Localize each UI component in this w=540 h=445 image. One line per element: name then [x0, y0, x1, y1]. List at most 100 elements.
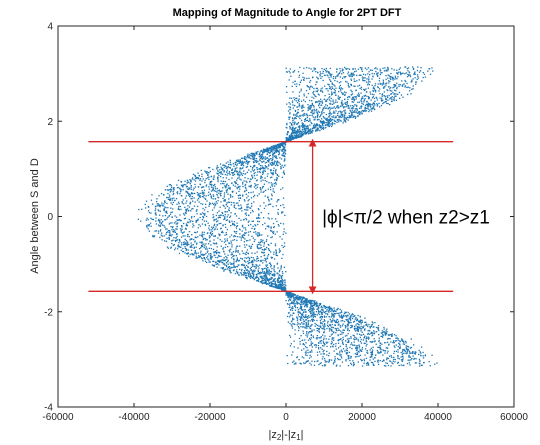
- scatter-point: [251, 259, 254, 262]
- scatter-point: [268, 253, 270, 256]
- scatter-point: [289, 296, 292, 299]
- scatter-point: [292, 306, 294, 308]
- scatter-point: [177, 208, 179, 210]
- scatter-point: [339, 72, 341, 74]
- scatter-point: [312, 312, 315, 314]
- scatter-point: [210, 190, 213, 192]
- scatter-point: [244, 186, 247, 188]
- scatter-point: [185, 211, 187, 213]
- scatter-point: [289, 125, 291, 128]
- scatter-point: [214, 243, 216, 245]
- scatter-point: [311, 132, 313, 134]
- scatter-point: [243, 157, 245, 159]
- scatter-point: [226, 228, 228, 231]
- scatter-point: [188, 210, 190, 212]
- scatter-point: [230, 164, 232, 166]
- scatter-point: [281, 164, 283, 166]
- scatter-point: [394, 84, 396, 86]
- scatter-point: [338, 314, 340, 317]
- scatter-point: [373, 87, 375, 90]
- scatter-point: [332, 107, 334, 109]
- scatter-point: [322, 128, 324, 130]
- scatter-point: [359, 66, 361, 69]
- scatter-point: [305, 125, 308, 128]
- scatter-point: [309, 330, 311, 333]
- scatter-point: [274, 161, 276, 163]
- scatter-point: [309, 124, 311, 126]
- scatter-point: [269, 272, 272, 275]
- scatter-point: [270, 172, 272, 174]
- scatter-point: [370, 332, 372, 335]
- scatter-point: [389, 90, 391, 92]
- scatter-point: [260, 247, 263, 249]
- scatter-point: [418, 358, 421, 360]
- scatter-point: [348, 339, 350, 342]
- scatter-point: [274, 147, 276, 149]
- scatter-point: [249, 274, 252, 276]
- scatter-point: [385, 98, 387, 100]
- scatter-point: [323, 311, 325, 313]
- scatter-point: [271, 193, 273, 195]
- scatter-point: [409, 364, 411, 366]
- scatter-point: [354, 80, 356, 82]
- scatter-point: [290, 297, 292, 299]
- scatter-point: [326, 105, 328, 107]
- scatter-point: [235, 159, 238, 162]
- scatter-point: [239, 194, 241, 196]
- scatter-point: [428, 68, 431, 70]
- scatter-point: [213, 190, 215, 192]
- scatter-point: [282, 286, 284, 288]
- scatter-point: [269, 147, 271, 149]
- scatter-point: [263, 183, 265, 185]
- scatter-point: [220, 175, 222, 178]
- scatter-point: [345, 352, 347, 354]
- scatter-point: [344, 111, 346, 113]
- scatter-point: [398, 84, 400, 86]
- scatter-point: [407, 70, 409, 72]
- scatter-point: [201, 254, 203, 256]
- scatter-point: [296, 297, 298, 299]
- scatter-point: [306, 119, 309, 121]
- scatter-point: [305, 310, 307, 313]
- scatter-point: [395, 337, 397, 339]
- scatter-point: [291, 309, 294, 311]
- scatter-point: [262, 224, 264, 226]
- scatter-point: [282, 281, 284, 283]
- scatter-point: [293, 123, 295, 126]
- scatter-point: [336, 75, 338, 77]
- scatter-point: [316, 115, 319, 117]
- scatter-point: [373, 102, 375, 104]
- scatter-point: [272, 146, 274, 148]
- scatter-point: [223, 269, 225, 271]
- scatter-point: [245, 162, 247, 164]
- scatter-point: [404, 85, 406, 87]
- scatter-point: [256, 195, 259, 197]
- scatter-point: [157, 209, 159, 211]
- scatter-point: [375, 89, 377, 92]
- scatter-point: [332, 101, 334, 103]
- scatter-point: [226, 219, 229, 221]
- scatter-point: [256, 186, 259, 188]
- scatter-point: [393, 69, 395, 71]
- scatter-point: [343, 120, 345, 122]
- scatter-point: [159, 205, 161, 208]
- scatter-point: [231, 224, 234, 226]
- scatter-point: [358, 94, 360, 96]
- scatter-point: [314, 300, 316, 302]
- scatter-point: [318, 327, 320, 330]
- scatter-point: [277, 287, 279, 289]
- scatter-point: [323, 337, 325, 339]
- scatter-point: [324, 127, 326, 129]
- scatter-point: [281, 257, 283, 259]
- scatter-point: [270, 251, 272, 253]
- scatter-point: [313, 119, 315, 121]
- scatter-point: [370, 106, 372, 108]
- scatter-point: [222, 215, 225, 217]
- scatter-point: [225, 255, 227, 258]
- scatter-point: [215, 242, 217, 244]
- scatter-point: [312, 318, 314, 320]
- scatter-point: [171, 234, 173, 236]
- scatter-point: [223, 241, 226, 243]
- scatter-point: [334, 85, 336, 87]
- scatter-point: [195, 232, 197, 234]
